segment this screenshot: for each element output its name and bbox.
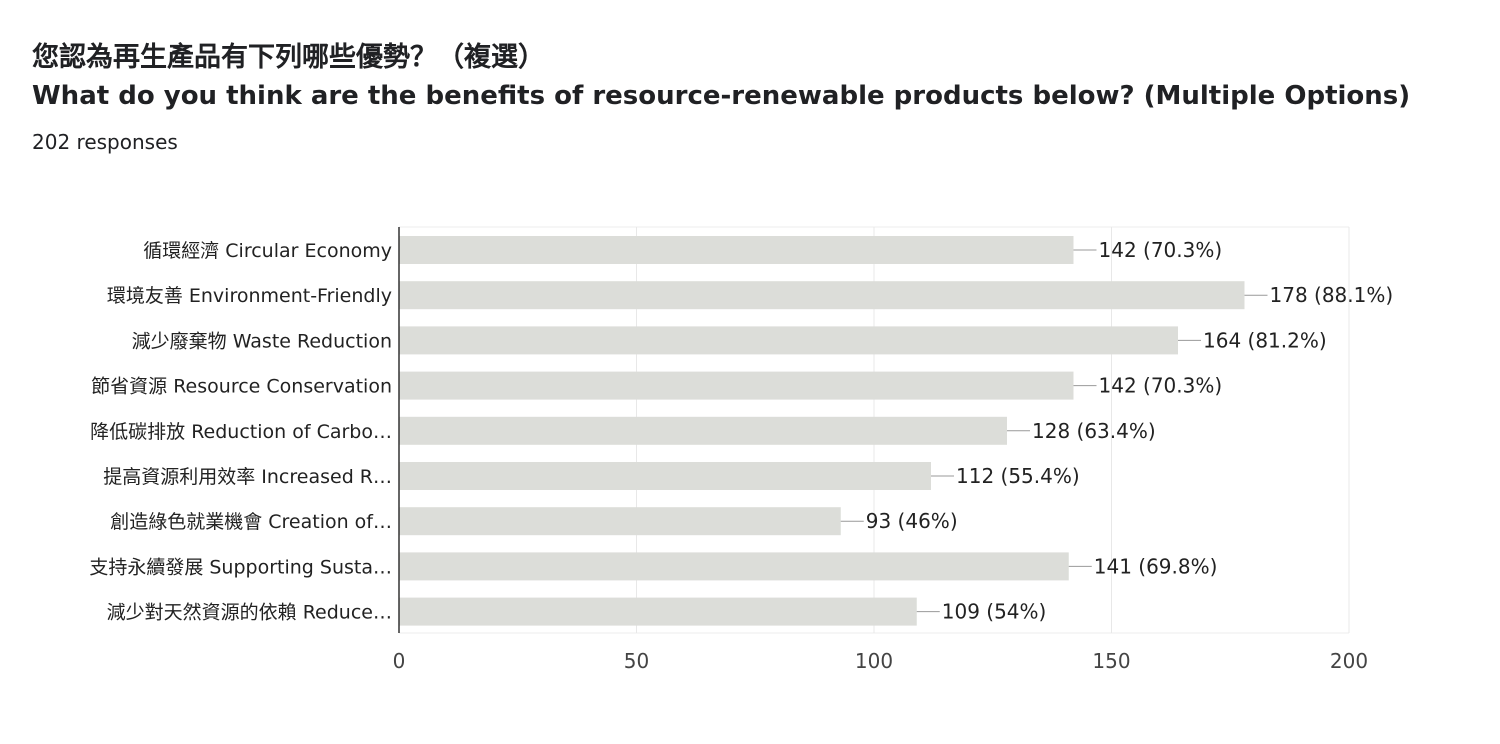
data-label: 141 (69.8%) bbox=[1094, 554, 1218, 578]
question-header: 您認為再生產品有下列哪些優勢？（複選） What do you think ar… bbox=[32, 38, 1472, 156]
data-label: 112 (55.4%) bbox=[956, 464, 1080, 488]
category-label: 創造綠色就業機會 Creation of… bbox=[110, 511, 392, 533]
bars bbox=[399, 236, 1245, 626]
category-label: 環境友善 Environment-Friendly bbox=[107, 285, 392, 307]
category-label: 降低碳排放 Reduction of Carbo… bbox=[90, 421, 392, 443]
bar bbox=[399, 236, 1074, 264]
bar bbox=[399, 371, 1074, 400]
bar bbox=[399, 326, 1178, 355]
data-label: 142 (70.3%) bbox=[1099, 374, 1223, 398]
data-label: 178 (88.1%) bbox=[1270, 283, 1394, 307]
x-tick-label: 200 bbox=[1330, 649, 1368, 673]
category-label: 支持永續發展 Supporting Susta… bbox=[89, 556, 392, 578]
category-label: 減少廢棄物 Waste Reduction bbox=[132, 330, 392, 352]
bar bbox=[399, 416, 1007, 445]
bar bbox=[399, 552, 1069, 581]
x-tick-label: 0 bbox=[393, 649, 406, 673]
bar bbox=[399, 281, 1245, 310]
bar bbox=[399, 597, 917, 626]
question-title-zh: 您認為再生產品有下列哪些優勢？（複選） bbox=[32, 42, 545, 73]
question-title-en: What do you think are the benefits of re… bbox=[32, 81, 1411, 111]
x-tick-label: 100 bbox=[855, 649, 893, 673]
x-tick-label: 150 bbox=[1092, 649, 1130, 673]
data-label: 93 (46%) bbox=[866, 509, 958, 533]
response-count: 202 responses bbox=[32, 130, 178, 154]
bar bbox=[399, 507, 841, 536]
category-label: 提高資源利用效率 Increased R… bbox=[103, 466, 392, 488]
data-label: 142 (70.3%) bbox=[1099, 238, 1223, 262]
category-label: 循環經濟 Circular Economy bbox=[143, 240, 392, 262]
x-tick-label: 50 bbox=[624, 649, 649, 673]
data-label: 109 (54%) bbox=[942, 600, 1047, 624]
data-label: 128 (63.4%) bbox=[1032, 419, 1156, 443]
category-label: 節省資源 Resource Conservation bbox=[91, 376, 392, 398]
data-label: 164 (81.2%) bbox=[1203, 328, 1327, 352]
category-label: 減少對天然資源的依賴 Reduce… bbox=[107, 602, 392, 624]
bar bbox=[399, 462, 931, 490]
labels: 0 50 100 150 200 142 (70.3%) 循環經濟 Circular Eco… bbox=[89, 238, 1393, 673]
